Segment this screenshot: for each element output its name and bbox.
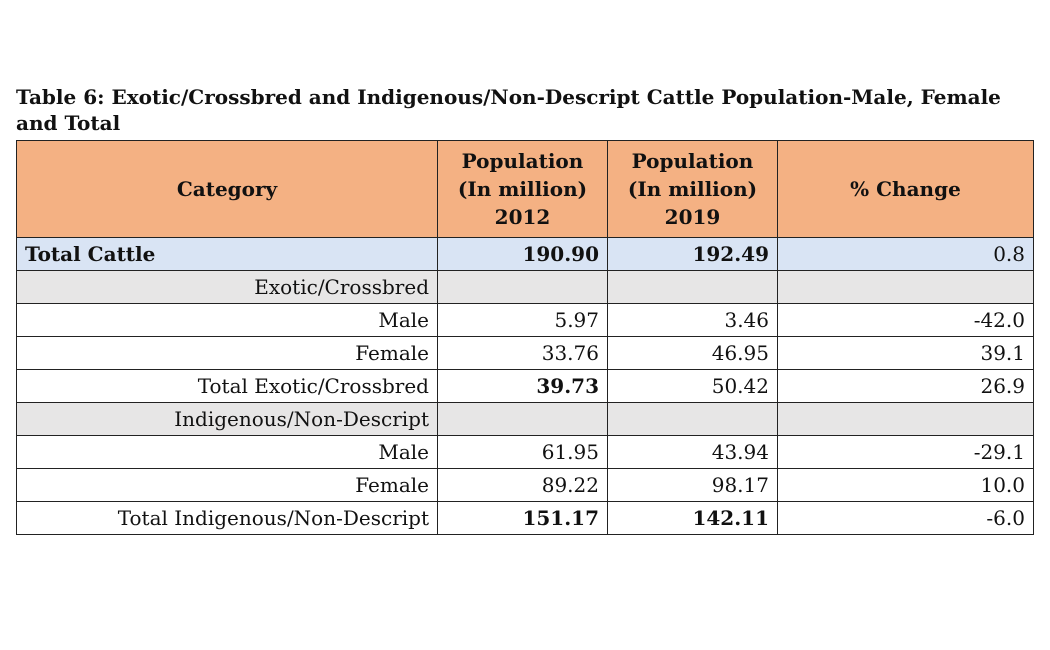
value-2012: 151.17	[437, 501, 608, 535]
value-change: -29.1	[777, 435, 1034, 469]
value-2019: 98.17	[607, 468, 778, 502]
value-change: 26.9	[777, 369, 1034, 403]
header-2019-line1: Population	[631, 149, 754, 173]
value-change: 39.1	[777, 336, 1034, 370]
row-label: Male	[16, 435, 438, 469]
value-2012: 89.22	[437, 468, 608, 502]
value-2019: 3.46	[607, 303, 778, 337]
row-label: Total Exotic/Crossbred	[16, 369, 438, 403]
table-row: Male 5.97 3.46 -42.0	[16, 303, 1034, 337]
row-label: Male	[16, 303, 438, 337]
empty-cell	[607, 402, 778, 436]
table-row: Male 61.95 43.94 -29.1	[16, 435, 1034, 469]
table-row: Total Cattle 190.90 192.49 0.8	[16, 237, 1034, 271]
value-2012: 5.97	[437, 303, 608, 337]
row-label: Female	[16, 468, 438, 502]
table-row: Female 33.76 46.95 39.1	[16, 336, 1034, 370]
value-2012: 61.95	[437, 435, 608, 469]
empty-cell	[777, 270, 1034, 304]
value-change: 0.8	[777, 237, 1034, 271]
table-header-row: Category Population (In million) 2012 Po…	[16, 140, 1034, 238]
header-category: Category	[16, 140, 438, 238]
header-2012-line1: Population	[461, 149, 584, 173]
value-change: -42.0	[777, 303, 1034, 337]
value-2019: 50.42	[607, 369, 778, 403]
empty-cell	[437, 402, 608, 436]
row-label: Total Cattle	[16, 237, 438, 271]
cattle-population-table: Category Population (In million) 2012 Po…	[16, 140, 1034, 535]
empty-cell	[607, 270, 778, 304]
table-row: Female 89.22 98.17 10.0	[16, 468, 1034, 502]
empty-cell	[777, 402, 1034, 436]
row-label: Female	[16, 336, 438, 370]
header-population-2012: Population (In million) 2012	[437, 140, 608, 238]
table-row: Exotic/Crossbred	[16, 270, 1034, 304]
header-population-2019: Population (In million) 2019	[607, 140, 778, 238]
value-2012: 190.90	[437, 237, 608, 271]
value-2019: 142.11	[607, 501, 778, 535]
table-row: Indigenous/Non-Descript	[16, 402, 1034, 436]
group-heading: Exotic/Crossbred	[16, 270, 438, 304]
empty-cell	[437, 270, 608, 304]
table-row: Total Indigenous/Non-Descript 151.17 142…	[16, 501, 1034, 535]
value-2019: 192.49	[607, 237, 778, 271]
value-2019: 43.94	[607, 435, 778, 469]
header-2012-line3: 2012	[494, 205, 551, 229]
row-label: Total Indigenous/Non-Descript	[16, 501, 438, 535]
header-2019-line3: 2019	[664, 205, 721, 229]
header-percent-change: % Change	[777, 140, 1034, 238]
value-2012: 39.73	[437, 369, 608, 403]
value-2019: 46.95	[607, 336, 778, 370]
value-change: 10.0	[777, 468, 1034, 502]
value-change: -6.0	[777, 501, 1034, 535]
table-row: Total Exotic/Crossbred 39.73 50.42 26.9	[16, 369, 1034, 403]
header-2012-line2: (In million)	[457, 177, 588, 201]
group-heading: Indigenous/Non-Descript	[16, 402, 438, 436]
header-2019-line2: (In million)	[627, 177, 758, 201]
value-2012: 33.76	[437, 336, 608, 370]
table-caption: Table 6: Exotic/Crossbred and Indigenous…	[16, 85, 1001, 135]
